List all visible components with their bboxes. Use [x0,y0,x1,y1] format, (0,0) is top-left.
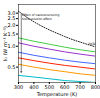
svg-text:1.5: 1.5 [8,31,16,37]
svg-text:600: 600 [60,84,70,90]
svg-text:3.0: 3.0 [8,10,16,16]
svg-text:Solid solution effect: Solid solution effect [22,17,53,21]
svg-text:500: 500 [45,84,55,90]
svg-text:700: 700 [75,84,85,90]
svg-text:1.0: 1.0 [8,43,16,49]
svg-text:300: 300 [14,84,24,90]
svg-text:400: 400 [29,84,39,90]
svg-text:800: 800 [91,84,100,90]
svg-text:2.5: 2.5 [8,15,16,21]
svg-text:2.0: 2.0 [8,22,16,28]
svg-text:PbTe: PbTe [89,42,96,46]
svg-text:0.5: 0.5 [8,64,16,70]
svg-text:Temperature (K): Temperature (K) [36,91,77,98]
svg-text:Effect of nanostructuring: Effect of nanostructuring [22,13,60,18]
svg-text:kₗ (W m⁻¹ K⁻¹): kₗ (W m⁻¹ K⁻¹) [2,26,8,61]
